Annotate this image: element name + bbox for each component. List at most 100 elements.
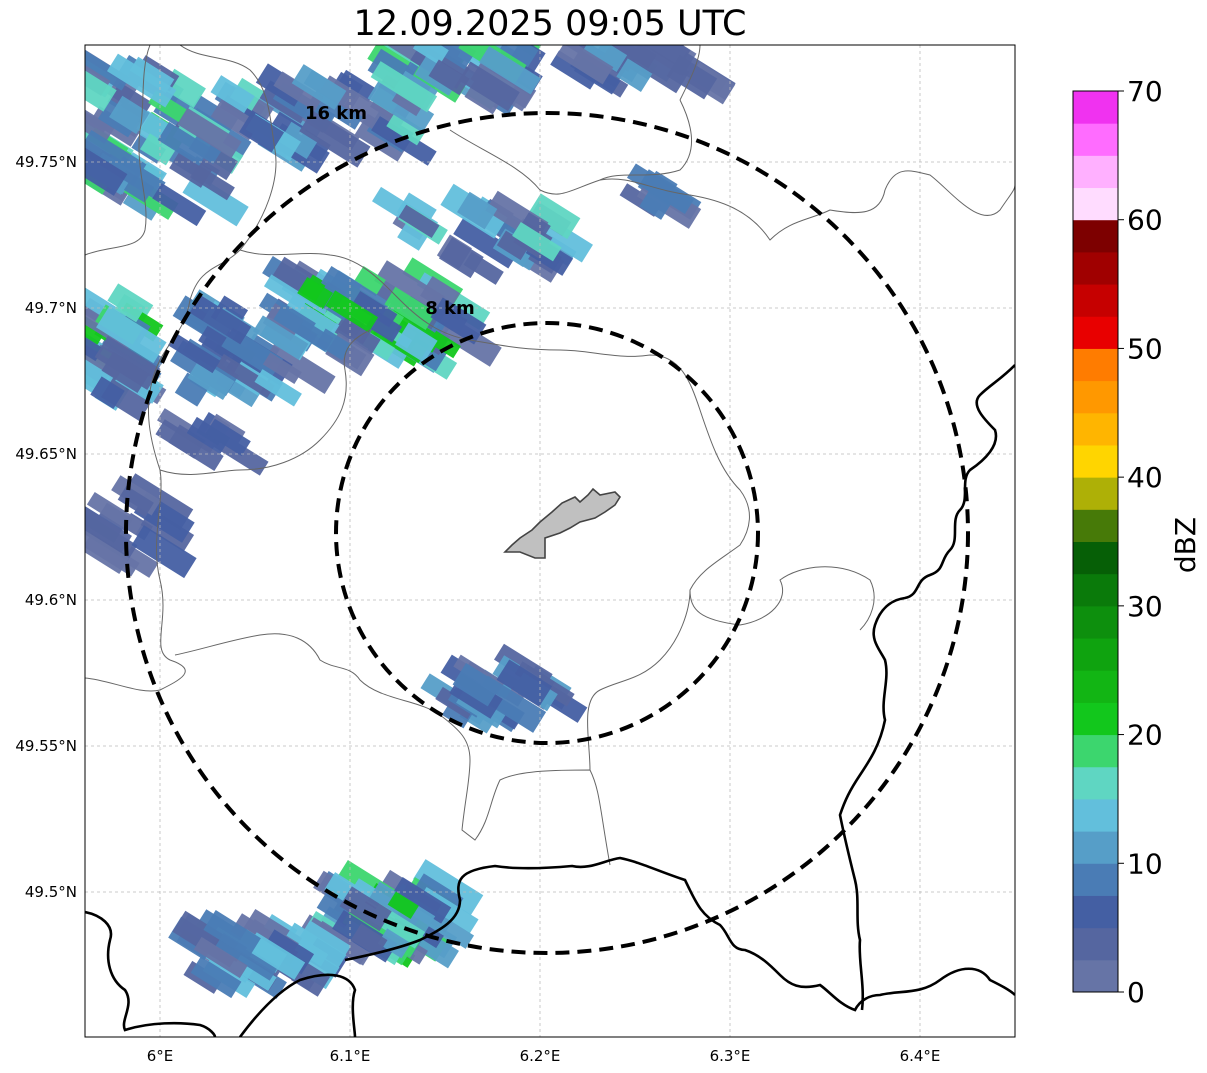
echo-cell xyxy=(239,112,285,153)
echo-cell xyxy=(129,56,175,94)
echo-cell xyxy=(85,305,107,349)
echo-cell xyxy=(397,219,430,251)
colorbar-segment xyxy=(1073,573,1118,607)
echo-cell xyxy=(286,922,347,968)
longitude-tick-labels: 6°E 6.1°E 6.2°E 6.3°E 6.4°E xyxy=(147,1047,941,1065)
echo-cell xyxy=(639,189,672,220)
colorbar-segment xyxy=(1073,477,1118,510)
lat-tick-label: 49.55°N xyxy=(15,737,77,755)
echo-cell xyxy=(252,315,309,360)
colorbar-label: dBZ xyxy=(1169,517,1202,573)
colorbar-tick-label: 60 xyxy=(1127,204,1163,237)
echo-cell xyxy=(85,68,117,112)
colorbar-segment xyxy=(1073,605,1118,639)
canton-boundaries xyxy=(85,45,1015,866)
echo-cell xyxy=(428,330,461,359)
range-ring xyxy=(124,111,970,955)
echo-cell xyxy=(203,910,261,958)
colorbar-segment xyxy=(1073,316,1118,349)
echo-cell xyxy=(299,110,371,168)
echo-cell xyxy=(101,351,150,394)
radar-echoes xyxy=(85,45,736,999)
echo-cell xyxy=(297,276,333,310)
colorbar-segment xyxy=(1073,670,1118,703)
echo-cell xyxy=(421,45,477,70)
colorbar-segment xyxy=(1073,798,1118,832)
colorbar-frame xyxy=(1072,90,1119,993)
echo-cell xyxy=(85,522,130,574)
echo-cell xyxy=(666,55,718,100)
map-area: 8 km 16 km xyxy=(85,45,1015,1037)
echo-cell xyxy=(273,305,334,352)
radar-site-footprint xyxy=(503,487,622,559)
colorbar-segment xyxy=(1073,734,1118,768)
map-gridlines xyxy=(85,45,1015,1037)
echo-cell xyxy=(85,146,128,196)
colorbar-segment xyxy=(1073,219,1118,253)
echo-cell xyxy=(85,503,132,556)
echo-cell xyxy=(107,53,177,108)
lat-tick-label: 49.7°N xyxy=(25,299,77,317)
lon-tick-label: 6.4°E xyxy=(900,1047,941,1065)
lat-tick-label: 49.75°N xyxy=(15,153,77,171)
range-ring-label: 16 km xyxy=(305,103,367,124)
echo-cell xyxy=(374,260,446,318)
echo-cell xyxy=(85,49,130,91)
colorbar-segment xyxy=(1073,702,1118,736)
echo-cell xyxy=(392,877,452,924)
echo-cell xyxy=(167,332,221,374)
echo-cell xyxy=(398,204,440,239)
echo-cell xyxy=(265,339,336,394)
colorbar-segment xyxy=(1073,284,1118,317)
echo-cell xyxy=(499,45,539,68)
map-frame xyxy=(84,44,1016,1038)
echo-cell xyxy=(325,290,379,333)
echo-cell xyxy=(193,936,248,979)
echo-cell xyxy=(377,928,411,959)
echo-cell xyxy=(109,95,150,135)
echo-cell xyxy=(616,58,653,92)
echo-cell xyxy=(177,107,242,159)
colorbar-segment xyxy=(1073,155,1118,189)
echo-cell xyxy=(496,659,553,707)
echo-cell xyxy=(254,369,302,407)
lat-tick-label: 49.65°N xyxy=(15,445,77,463)
echo-cell xyxy=(117,485,154,517)
echo-cell xyxy=(338,313,373,345)
echo-cell xyxy=(512,221,562,262)
lat-tick-label: 49.5°N xyxy=(25,883,77,901)
echo-cell xyxy=(262,352,302,385)
lon-tick-label: 6.2°E xyxy=(520,1047,561,1065)
colorbar-segment xyxy=(1073,251,1118,285)
echo-cell xyxy=(412,45,449,66)
echo-cell xyxy=(216,353,275,398)
echo-cell xyxy=(205,418,251,456)
echo-cell xyxy=(463,251,504,285)
echo-cell xyxy=(456,191,498,230)
colorbar-segment xyxy=(1073,766,1118,800)
colorbar-tick-label: 0 xyxy=(1127,976,1145,1009)
echo-cell xyxy=(187,359,235,400)
echo-cell xyxy=(453,217,519,269)
echo-cell xyxy=(413,859,484,916)
latitude-tick-labels: 49.75°N 49.7°N 49.65°N 49.6°N 49.55°N 49.5°N xyxy=(15,153,77,901)
colorbar-segment xyxy=(1073,959,1118,993)
lon-tick-label: 6.1°E xyxy=(330,1047,371,1065)
echo-cell xyxy=(339,886,392,932)
echo-cell xyxy=(479,46,541,95)
lat-tick-label: 49.6°N xyxy=(25,591,77,609)
colorbar-segment xyxy=(1073,863,1118,896)
echo-cell xyxy=(86,492,144,535)
range-rings: 8 km 16 km xyxy=(124,103,970,955)
echo-cell xyxy=(430,297,487,345)
echo-cell xyxy=(527,193,581,240)
colorbar-tick-label: 10 xyxy=(1127,847,1163,880)
echo-cell xyxy=(370,61,438,113)
echo-cell xyxy=(278,121,320,159)
colorbar-segment xyxy=(1073,412,1118,446)
echo-cell xyxy=(603,45,657,69)
colorbar-segment xyxy=(1073,444,1118,478)
colorbar-segment xyxy=(1073,638,1118,671)
echo-cell xyxy=(139,133,176,166)
echo-cell xyxy=(386,111,426,146)
